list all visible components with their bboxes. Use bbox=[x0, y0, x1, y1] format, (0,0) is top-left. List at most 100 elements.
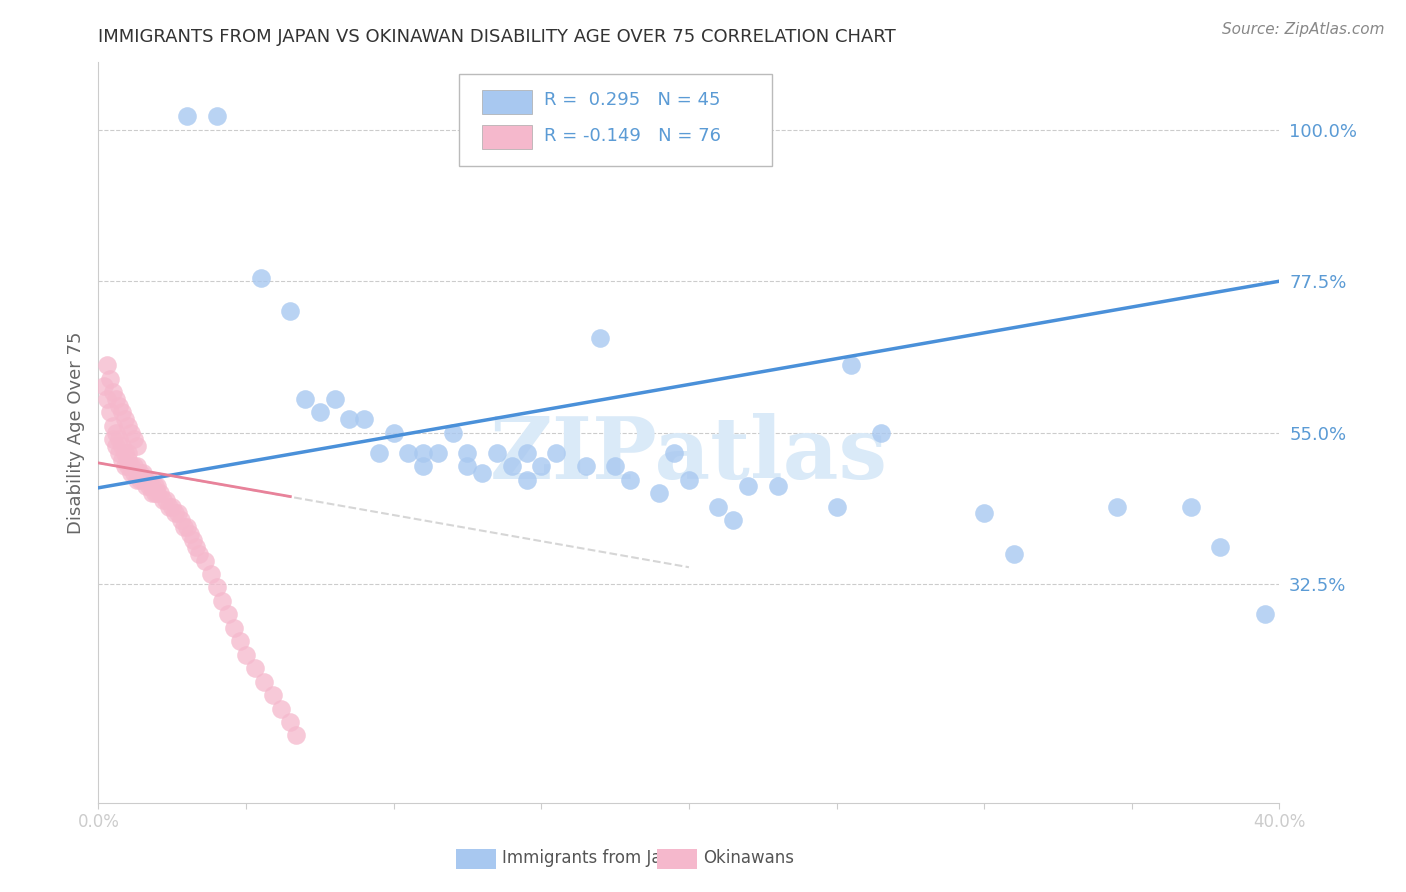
Point bbox=[111, 452, 134, 467]
Point bbox=[368, 446, 391, 460]
Point bbox=[253, 674, 276, 689]
Point bbox=[619, 473, 641, 487]
Point bbox=[105, 425, 128, 440]
Point bbox=[323, 392, 346, 406]
Point bbox=[125, 473, 148, 487]
Point bbox=[120, 425, 142, 440]
Point bbox=[125, 439, 148, 453]
Point bbox=[250, 270, 273, 285]
Point bbox=[766, 479, 789, 493]
Point bbox=[152, 492, 174, 507]
Text: Source: ZipAtlas.com: Source: ZipAtlas.com bbox=[1222, 22, 1385, 37]
Point bbox=[664, 446, 686, 460]
Point bbox=[229, 634, 252, 648]
Text: Immigrants from Japan: Immigrants from Japan bbox=[502, 849, 693, 867]
Text: ZIPatlas: ZIPatlas bbox=[489, 413, 889, 497]
Point bbox=[243, 661, 266, 675]
Point bbox=[1180, 500, 1202, 514]
Point bbox=[108, 433, 131, 447]
Point bbox=[441, 425, 464, 440]
Point bbox=[141, 486, 163, 500]
Text: IMMIGRANTS FROM JAPAN VS OKINAWAN DISABILITY AGE OVER 75 CORRELATION CHART: IMMIGRANTS FROM JAPAN VS OKINAWAN DISABI… bbox=[98, 28, 896, 45]
Point bbox=[648, 486, 671, 500]
Point bbox=[294, 392, 316, 406]
Point bbox=[224, 621, 246, 635]
Point bbox=[176, 520, 198, 534]
Point bbox=[143, 479, 166, 493]
Point bbox=[1209, 540, 1232, 554]
Point bbox=[114, 412, 136, 426]
Point bbox=[162, 500, 183, 514]
Point bbox=[143, 486, 166, 500]
Point bbox=[339, 412, 361, 426]
Point bbox=[111, 405, 134, 419]
Point bbox=[723, 513, 745, 527]
Point bbox=[108, 399, 131, 413]
Point bbox=[132, 473, 155, 487]
Point bbox=[412, 446, 434, 460]
Point bbox=[678, 473, 700, 487]
Point bbox=[457, 446, 479, 460]
Point bbox=[135, 479, 157, 493]
Point bbox=[179, 526, 201, 541]
Point bbox=[1107, 500, 1129, 514]
Point bbox=[146, 479, 169, 493]
Point bbox=[132, 466, 155, 480]
Point bbox=[262, 688, 284, 702]
Point bbox=[589, 331, 612, 345]
Point bbox=[737, 479, 759, 493]
Point bbox=[114, 446, 136, 460]
Point bbox=[108, 446, 131, 460]
FancyBboxPatch shape bbox=[482, 126, 531, 149]
Point bbox=[105, 439, 128, 453]
Point bbox=[149, 486, 172, 500]
Y-axis label: Disability Age Over 75: Disability Age Over 75 bbox=[66, 331, 84, 534]
Point bbox=[841, 359, 863, 373]
Point bbox=[1002, 547, 1025, 561]
Point bbox=[184, 540, 207, 554]
Point bbox=[167, 507, 190, 521]
Point bbox=[870, 425, 893, 440]
Point bbox=[211, 594, 233, 608]
Point bbox=[128, 473, 150, 487]
Point bbox=[155, 492, 177, 507]
Point bbox=[205, 581, 228, 595]
Point bbox=[135, 473, 157, 487]
Point bbox=[412, 459, 434, 474]
Point bbox=[117, 452, 139, 467]
Text: Okinawans: Okinawans bbox=[703, 849, 794, 867]
Point bbox=[122, 433, 145, 447]
Point bbox=[235, 648, 257, 662]
Point bbox=[575, 459, 598, 474]
Point bbox=[973, 507, 995, 521]
Point bbox=[138, 473, 160, 487]
Point bbox=[382, 425, 405, 440]
Point bbox=[280, 714, 302, 729]
Point bbox=[96, 392, 118, 406]
Point bbox=[125, 466, 148, 480]
Point bbox=[98, 405, 121, 419]
Point bbox=[280, 304, 302, 318]
Point bbox=[546, 446, 568, 460]
Point bbox=[103, 418, 125, 433]
Point bbox=[128, 466, 150, 480]
Point bbox=[825, 500, 848, 514]
Point bbox=[117, 418, 139, 433]
Point bbox=[605, 459, 627, 474]
Point bbox=[120, 459, 142, 474]
Point bbox=[176, 109, 198, 123]
Text: R = -0.149   N = 76: R = -0.149 N = 76 bbox=[544, 127, 721, 145]
Point bbox=[117, 446, 139, 460]
FancyBboxPatch shape bbox=[657, 849, 697, 869]
Point bbox=[270, 701, 292, 715]
Point bbox=[103, 385, 125, 400]
Point bbox=[125, 459, 148, 474]
FancyBboxPatch shape bbox=[482, 90, 531, 113]
Point bbox=[309, 405, 332, 419]
Point bbox=[120, 466, 142, 480]
Point bbox=[187, 547, 209, 561]
Point bbox=[457, 459, 479, 474]
Point bbox=[157, 500, 180, 514]
Point bbox=[501, 459, 523, 474]
Point bbox=[105, 392, 128, 406]
